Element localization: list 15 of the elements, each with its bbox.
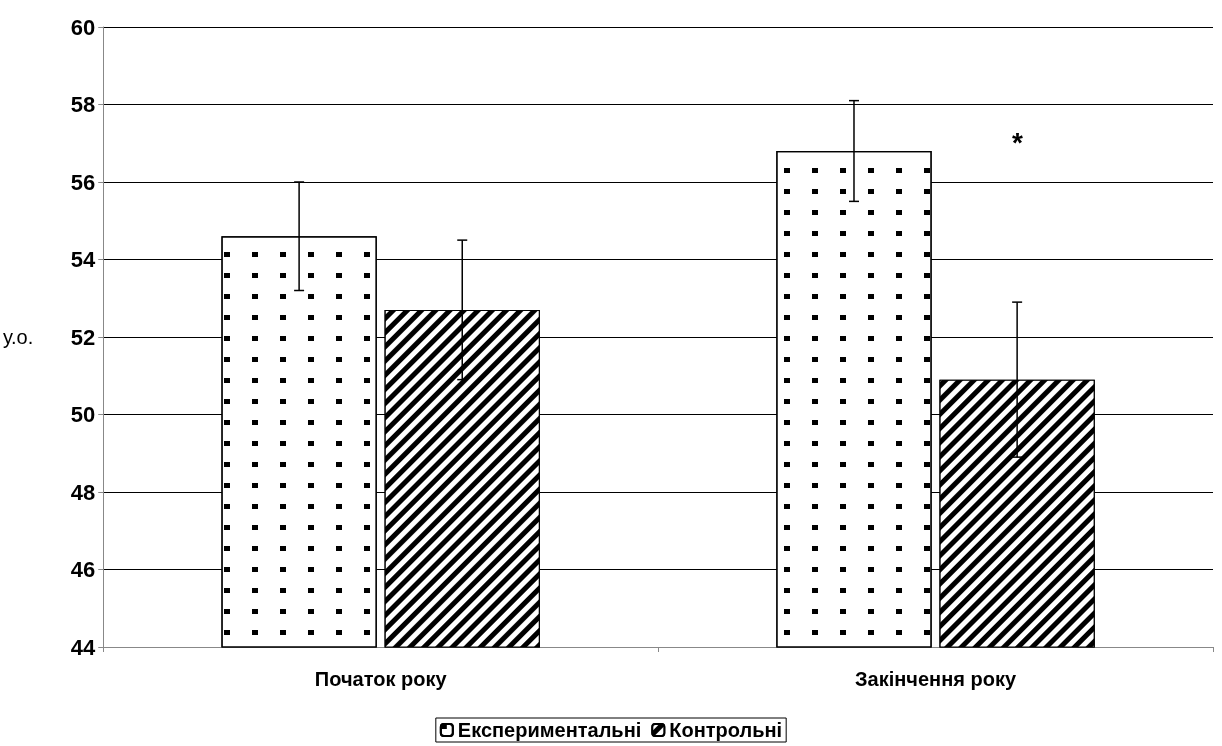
y-tick-label: 52 [70, 324, 96, 350]
legend-label: Експериментальні [457, 719, 642, 741]
y-tick-label: 60 [70, 14, 96, 40]
y-tick-label: 50 [70, 402, 96, 427]
y-axis-title: у.о. [3, 326, 34, 348]
y-tick-label: 48 [70, 479, 96, 505]
y-tick-label: 56 [70, 169, 96, 195]
y-tick-label: 46 [70, 557, 96, 582]
y-tick-label: 58 [70, 92, 96, 117]
x-tick-label: Початок року [314, 668, 448, 690]
y-tick-label: 54 [70, 247, 96, 272]
y-tick-label: 44 [70, 634, 96, 660]
legend-label: Контрольні [669, 719, 783, 741]
annotation: * [1011, 126, 1023, 158]
x-tick-label: Закінчення року [855, 668, 1017, 690]
